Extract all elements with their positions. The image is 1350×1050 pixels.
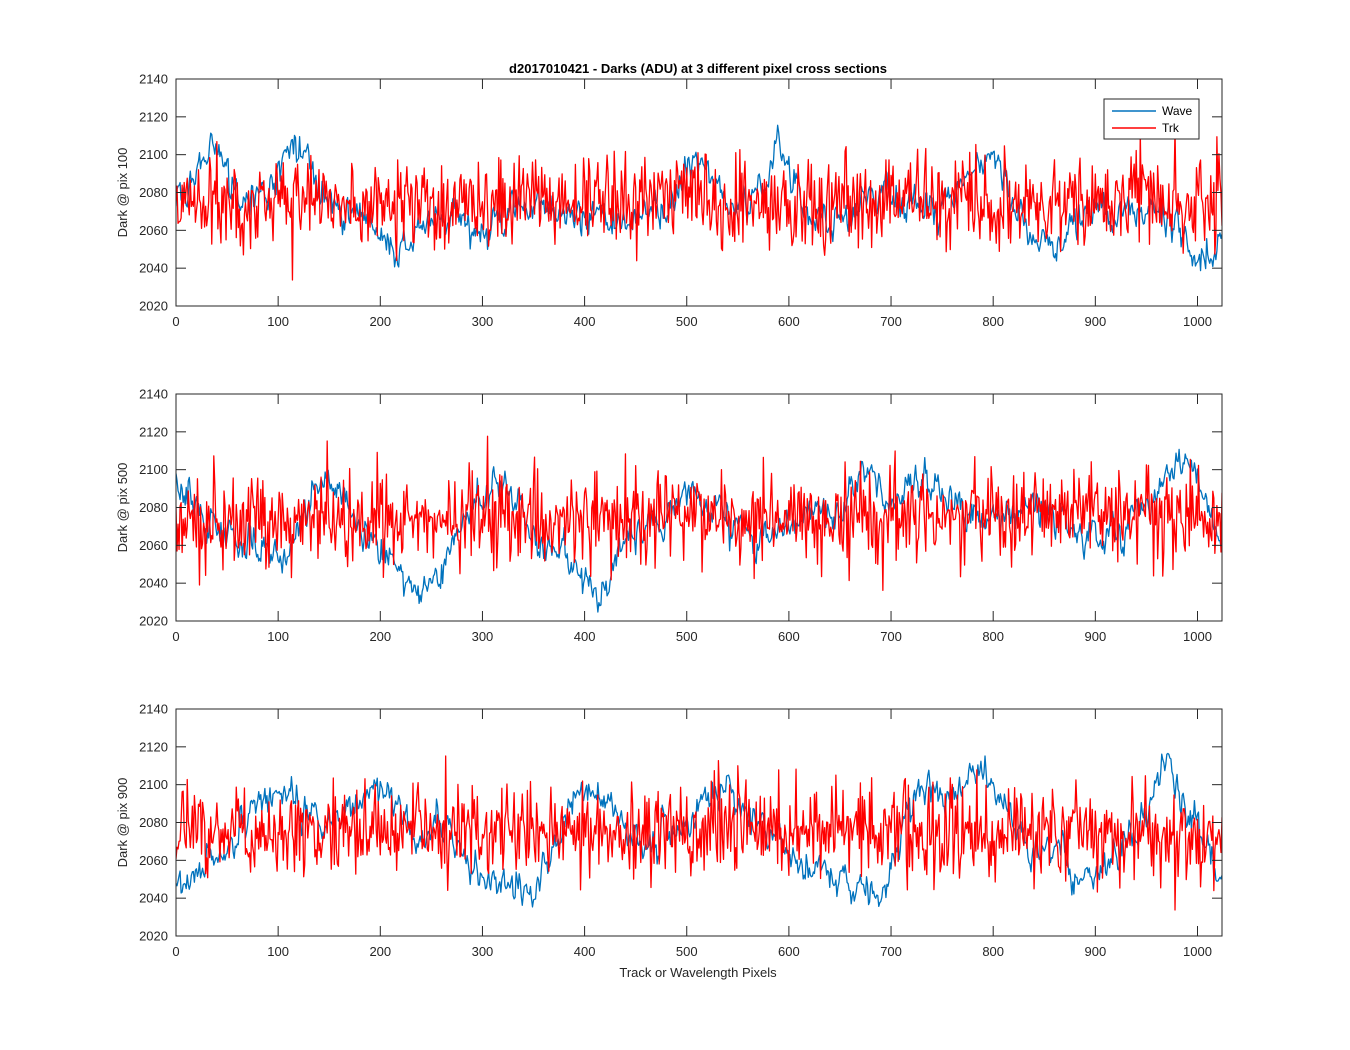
x-tick-label: 0 xyxy=(172,314,179,329)
y-axis-label: Dark @ pix 500 xyxy=(115,463,130,553)
y-tick-label: 2100 xyxy=(139,777,168,792)
x-tick-label: 500 xyxy=(676,944,698,959)
x-tick-label: 500 xyxy=(676,629,698,644)
x-tick-label: 1000 xyxy=(1183,629,1212,644)
x-tick-label: 600 xyxy=(778,314,800,329)
x-tick-label: 0 xyxy=(172,944,179,959)
y-tick-label: 2020 xyxy=(139,614,168,629)
ticks-layer: 0 100 200 300 400 500 600 700 800 900 1000 2020 2040… xyxy=(139,72,1222,329)
axes-pix-900: 0 100 200 300 400 500 600 700 800 900 1000 2020 2040… xyxy=(115,702,1223,959)
x-tick-label: 1000 xyxy=(1183,944,1212,959)
x-tick-label: 900 xyxy=(1084,314,1106,329)
series-line-trk xyxy=(176,435,1222,592)
series-layer xyxy=(176,124,1222,281)
y-axis-label: Dark @ pix 900 xyxy=(115,778,130,868)
axes-pix-100: 0 100 200 300 400 500 600 700 800 900 1000 2020 2040… xyxy=(115,72,1223,329)
series-layer xyxy=(176,752,1222,911)
x-tick-label: 700 xyxy=(880,314,902,329)
x-tick-label: 800 xyxy=(982,314,1004,329)
x-tick-label: 500 xyxy=(676,314,698,329)
x-tick-label: 200 xyxy=(369,629,391,644)
y-tick-label: 2060 xyxy=(139,223,168,238)
x-tick-label: 100 xyxy=(267,629,289,644)
y-tick-label: 2040 xyxy=(139,576,168,591)
x-tick-label: 600 xyxy=(778,629,800,644)
y-tick-label: 2080 xyxy=(139,500,168,515)
y-tick-label: 2100 xyxy=(139,147,168,162)
x-tick-label: 400 xyxy=(574,629,596,644)
x-tick-label: 400 xyxy=(574,944,596,959)
y-tick-label: 2040 xyxy=(139,891,168,906)
x-tick-label: 700 xyxy=(880,944,902,959)
figure-title: d2017010421 - Darks (ADU) at 3 different… xyxy=(509,61,887,76)
y-tick-label: 2120 xyxy=(139,739,168,754)
y-tick-label: 2140 xyxy=(139,702,168,717)
ticks-layer: 0 100 200 300 400 500 600 700 800 900 1000 2020 2040… xyxy=(139,387,1222,644)
x-tick-label: 900 xyxy=(1084,944,1106,959)
y-tick-label: 2060 xyxy=(139,538,168,553)
x-tick-label: 0 xyxy=(172,629,179,644)
x-tick-label: 700 xyxy=(880,629,902,644)
series-layer xyxy=(176,435,1222,613)
axes-pix-500: 0 100 200 300 400 500 600 700 800 900 1000 2020 2040… xyxy=(115,387,1223,644)
y-tick-label: 2080 xyxy=(139,185,168,200)
x-axis-label: Track or Wavelength Pixels xyxy=(619,965,777,980)
y-tick-label: 2020 xyxy=(139,929,168,944)
ticks-layer: 0 100 200 300 400 500 600 700 800 900 1000 2020 2040… xyxy=(139,702,1222,959)
x-tick-label: 100 xyxy=(267,314,289,329)
x-tick-label: 300 xyxy=(472,629,494,644)
y-tick-label: 2060 xyxy=(139,853,168,868)
x-tick-label: 300 xyxy=(472,944,494,959)
y-tick-label: 2120 xyxy=(139,109,168,124)
legend-label-wave: Wave xyxy=(1162,104,1193,118)
y-tick-label: 2040 xyxy=(139,261,168,276)
x-tick-label: 800 xyxy=(982,944,1004,959)
legend-label-trk: Trk xyxy=(1162,121,1180,135)
series-line-wave xyxy=(176,752,1222,908)
x-tick-label: 900 xyxy=(1084,629,1106,644)
x-tick-label: 200 xyxy=(369,314,391,329)
legend-box xyxy=(1103,98,1200,140)
x-tick-label: 400 xyxy=(574,314,596,329)
y-tick-label: 2140 xyxy=(139,72,168,87)
x-tick-label: 1000 xyxy=(1183,314,1212,329)
y-tick-label: 2140 xyxy=(139,387,168,402)
x-tick-label: 200 xyxy=(369,944,391,959)
x-tick-label: 800 xyxy=(982,629,1004,644)
y-axis-label: Dark @ pix 100 xyxy=(115,148,130,238)
y-tick-label: 2100 xyxy=(139,462,168,477)
legend: Wave Trk xyxy=(1103,98,1200,140)
y-tick-label: 2080 xyxy=(139,815,168,830)
y-tick-label: 2020 xyxy=(139,299,168,314)
x-tick-label: 600 xyxy=(778,944,800,959)
series-line-trk xyxy=(176,755,1222,911)
x-tick-label: 300 xyxy=(472,314,494,329)
series-line-trk xyxy=(176,128,1222,281)
y-tick-label: 2120 xyxy=(139,424,168,439)
x-tick-label: 100 xyxy=(267,944,289,959)
